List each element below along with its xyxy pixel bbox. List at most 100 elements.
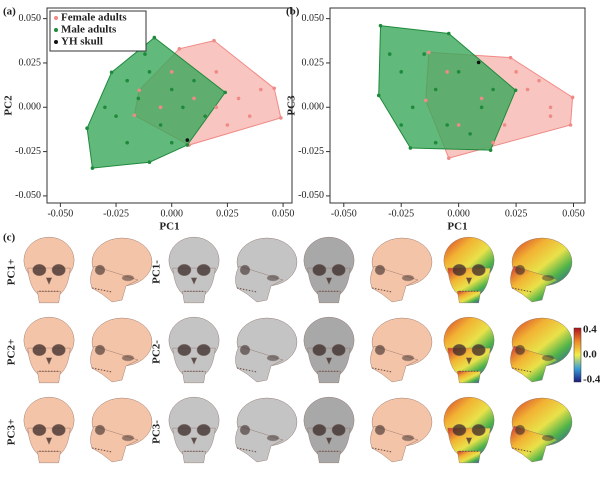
skull-front <box>168 316 220 384</box>
skull-side <box>234 317 298 383</box>
y-tick-label: 0.000 <box>19 102 42 113</box>
point <box>137 88 142 93</box>
point <box>445 70 449 74</box>
point <box>192 96 196 101</box>
point <box>181 105 185 110</box>
point <box>136 96 141 101</box>
legend-marker <box>54 40 58 44</box>
skull-side <box>89 237 153 303</box>
pc-label: PC3- <box>151 420 163 444</box>
panel-label: (b) <box>286 6 300 18</box>
point <box>147 70 152 74</box>
legend-label: YH skull <box>61 36 103 48</box>
colorbar-label: 0.4 <box>583 324 597 336</box>
point <box>537 78 541 83</box>
point <box>103 105 107 110</box>
skull-side <box>509 317 573 383</box>
point <box>90 166 95 170</box>
point <box>491 87 495 92</box>
point <box>399 123 404 127</box>
point <box>185 138 190 142</box>
point <box>508 55 513 60</box>
point <box>147 160 152 165</box>
point <box>387 52 392 56</box>
point <box>525 87 530 92</box>
skull-side <box>369 397 433 463</box>
skull-side <box>369 237 433 303</box>
skull-side <box>234 397 298 463</box>
point <box>85 126 89 130</box>
point <box>426 50 431 55</box>
point <box>423 98 428 103</box>
point <box>114 114 118 118</box>
pc-label: PC1+ <box>6 259 18 285</box>
skull-side <box>509 237 573 303</box>
point <box>169 87 174 92</box>
pc-label: PC3+ <box>6 419 18 445</box>
point <box>212 38 216 43</box>
skull-front <box>443 316 495 384</box>
point <box>158 105 163 110</box>
skull-front <box>23 236 75 304</box>
y-tick-label: -0.025 <box>15 146 41 157</box>
point <box>433 87 438 92</box>
point <box>502 123 507 127</box>
point <box>468 132 472 136</box>
point <box>177 46 182 51</box>
x-tick-label: 0.050 <box>272 208 295 219</box>
skull-front <box>443 396 495 464</box>
point <box>422 52 426 56</box>
point <box>203 114 207 118</box>
point <box>568 123 573 127</box>
point <box>445 123 449 127</box>
pc-label: PC2- <box>151 340 163 364</box>
point <box>479 105 484 110</box>
x-tick-label: -0.050 <box>47 208 73 219</box>
pc-label: PC1- <box>151 260 163 284</box>
point <box>514 70 518 74</box>
point <box>214 70 219 74</box>
colorbar <box>573 327 582 383</box>
point <box>125 78 129 83</box>
point <box>169 70 174 74</box>
point <box>513 88 518 93</box>
legend-marker <box>54 16 58 20</box>
point <box>446 156 451 160</box>
skull-panel: (c) PC1+ PC1- PC2+ PC2- PC3+ PC3- 0.4 0.0 -0.4 <box>3 232 600 464</box>
point <box>399 70 404 74</box>
legend-label: Female adults <box>61 12 127 24</box>
point <box>548 105 553 110</box>
point <box>570 95 575 100</box>
point <box>476 60 481 65</box>
panel-label: (a) <box>3 6 16 18</box>
x-axis-title: PC1 <box>447 221 467 233</box>
colorbar-label: -0.4 <box>583 374 600 386</box>
point <box>491 140 495 145</box>
skull-front <box>303 396 355 464</box>
skull-front <box>168 396 220 464</box>
skull-front <box>303 236 355 304</box>
colorbar-label: 0.0 <box>583 349 597 361</box>
y-tick-label: -0.050 <box>298 190 324 201</box>
skull-side <box>89 317 153 383</box>
point <box>259 87 263 92</box>
point <box>456 70 461 74</box>
point <box>192 78 196 83</box>
point <box>169 140 174 145</box>
x-tick-label: 0.050 <box>562 208 585 219</box>
point <box>446 31 451 36</box>
y-tick-label: 0.025 <box>302 57 325 68</box>
point <box>378 23 383 28</box>
point <box>125 140 129 145</box>
skull-side <box>89 397 153 463</box>
point <box>408 146 413 150</box>
skull-side <box>509 397 573 463</box>
skull-front <box>23 316 75 384</box>
y-tick-label: 0.000 <box>302 102 325 113</box>
point <box>185 143 190 147</box>
point <box>109 70 114 75</box>
legend-marker <box>54 28 58 32</box>
y-tick-label: 0.025 <box>19 57 42 68</box>
point <box>433 140 438 145</box>
